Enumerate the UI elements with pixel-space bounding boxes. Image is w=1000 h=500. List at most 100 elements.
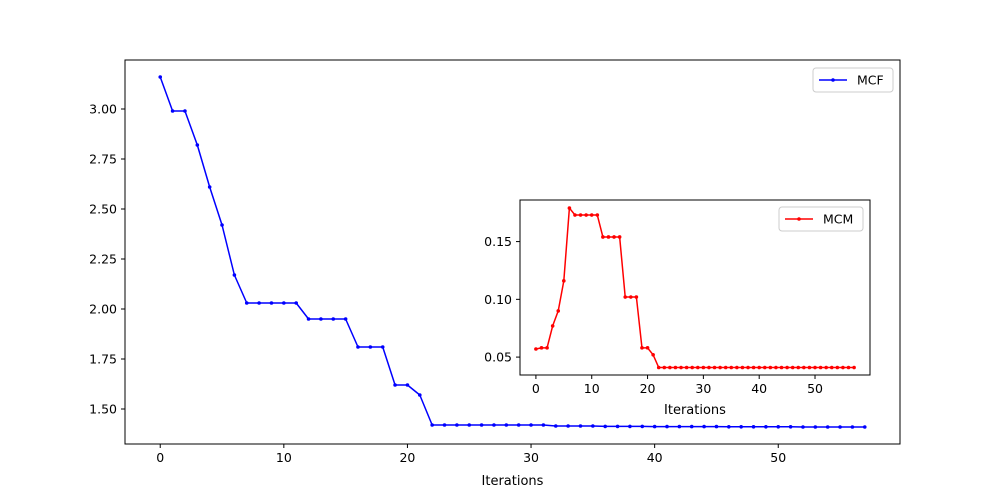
inset-x-tick-label: 10 [584, 381, 600, 396]
main-data-point [553, 424, 558, 428]
inset-legend: MCM [778, 206, 864, 232]
inset-data-point [573, 213, 577, 217]
main-data-point [516, 423, 521, 427]
inset-data-point [846, 365, 851, 370]
inset-data-point [723, 365, 728, 370]
inset-data-point [662, 365, 667, 370]
inset-data-point [595, 213, 600, 217]
main-data-point [714, 424, 719, 429]
inset-data-point [729, 365, 734, 370]
main-data-point [566, 424, 570, 428]
inset-data-point [735, 365, 739, 370]
main-data-point [269, 301, 274, 305]
main-data-point [170, 109, 175, 113]
main-data-point [356, 345, 360, 349]
inset-data-point [567, 206, 572, 210]
inset-x-tick-label: 40 [751, 381, 767, 396]
inset-data-point [774, 365, 778, 370]
inset-legend-label: MCM [823, 212, 853, 227]
inset-data-point [668, 365, 672, 370]
main-data-point [430, 423, 434, 427]
main-x-tick-label: 50 [770, 450, 786, 465]
main-data-point [294, 301, 298, 305]
inset-data-point [779, 365, 784, 370]
main-data-point [801, 425, 805, 429]
inset-data-point [757, 365, 761, 370]
inset-data-point [824, 365, 828, 370]
inset-data-point [690, 365, 695, 370]
main-data-point [331, 317, 336, 321]
main-data-point [838, 425, 842, 429]
inset-data-point [768, 365, 773, 370]
main-y-tick-label: 2.00 [89, 302, 117, 317]
main-y-tick-label: 2.75 [89, 152, 117, 167]
inset-legend-marker [797, 217, 801, 221]
main-ticks: 0 10 20 30 40 50 1.50 1.75 2.00 2.25 2.50 2.75 3.00 [89, 102, 786, 466]
inset-data-point [617, 235, 622, 239]
inset-data-point [790, 365, 795, 370]
inset-x-tick-label: 0 [532, 381, 540, 396]
main-data-point [306, 317, 311, 321]
inset-data-point [651, 352, 655, 357]
inset-data-point [578, 213, 583, 217]
inset-data-point [740, 365, 745, 370]
inset-plot-frame [519, 199, 871, 376]
inset-data-point [612, 235, 616, 239]
inset-data-point [601, 235, 605, 239]
inset-data-point [606, 235, 611, 239]
inset-data-point [656, 365, 661, 370]
main-x-tick-label: 0 [156, 450, 164, 465]
main-data-point [739, 425, 743, 429]
main-series-line [159, 76, 865, 428]
main-data-point [665, 424, 669, 429]
main-data-point [158, 75, 163, 79]
main-data-point [368, 345, 373, 349]
inset-data-point [712, 365, 717, 370]
main-data-point [220, 223, 224, 227]
main-data-point [628, 424, 632, 429]
main-y-tick-label: 3.00 [89, 102, 117, 117]
inset-data-point [718, 365, 722, 370]
inset-data-point [707, 365, 711, 370]
main-x-tick-label: 40 [647, 450, 663, 465]
main-data-point [418, 393, 422, 397]
main-data-point [603, 424, 607, 429]
main-data-point [319, 317, 323, 321]
main-y-tick-label: 2.50 [89, 202, 117, 217]
inset-x-tick-label: 30 [695, 381, 711, 396]
main-data-point [343, 317, 348, 321]
main-data-point [442, 423, 447, 427]
main-data-point [615, 424, 620, 429]
main-data-point [467, 423, 472, 427]
inset-data-point [746, 365, 750, 370]
main-data-point [393, 383, 397, 387]
inset-y-tick-label: 0.15 [484, 234, 512, 249]
inset-chart: 0 10 20 30 40 50 0.05 0.10 0.15 Iterations MCM [484, 199, 871, 418]
inset-y-tick-label: 0.05 [484, 350, 512, 365]
inset-data-point [852, 365, 856, 370]
main-data-point [529, 423, 533, 427]
main-data-point [702, 424, 706, 429]
inset-series-line [535, 207, 855, 369]
inset-data-point [545, 346, 549, 350]
main-data-point [751, 425, 756, 429]
inset-legend-box [778, 206, 864, 232]
main-data-point [652, 424, 657, 429]
main-data-point [282, 301, 286, 305]
main-legend-marker [831, 78, 835, 82]
main-y-tick-label: 1.50 [89, 402, 117, 417]
main-data-point [727, 425, 731, 429]
main-data-point [825, 425, 830, 429]
inset-data-point [629, 295, 633, 299]
main-data-point [677, 424, 682, 429]
main-data-point [640, 424, 645, 429]
main-data-point [492, 423, 496, 427]
main-data-point [689, 424, 694, 429]
inset-data-point [550, 324, 555, 328]
main-data-point [479, 423, 484, 427]
main-data-point [207, 185, 212, 189]
inset-data-point [818, 365, 823, 370]
main-data-point [776, 425, 781, 429]
main-data-point [244, 301, 249, 305]
